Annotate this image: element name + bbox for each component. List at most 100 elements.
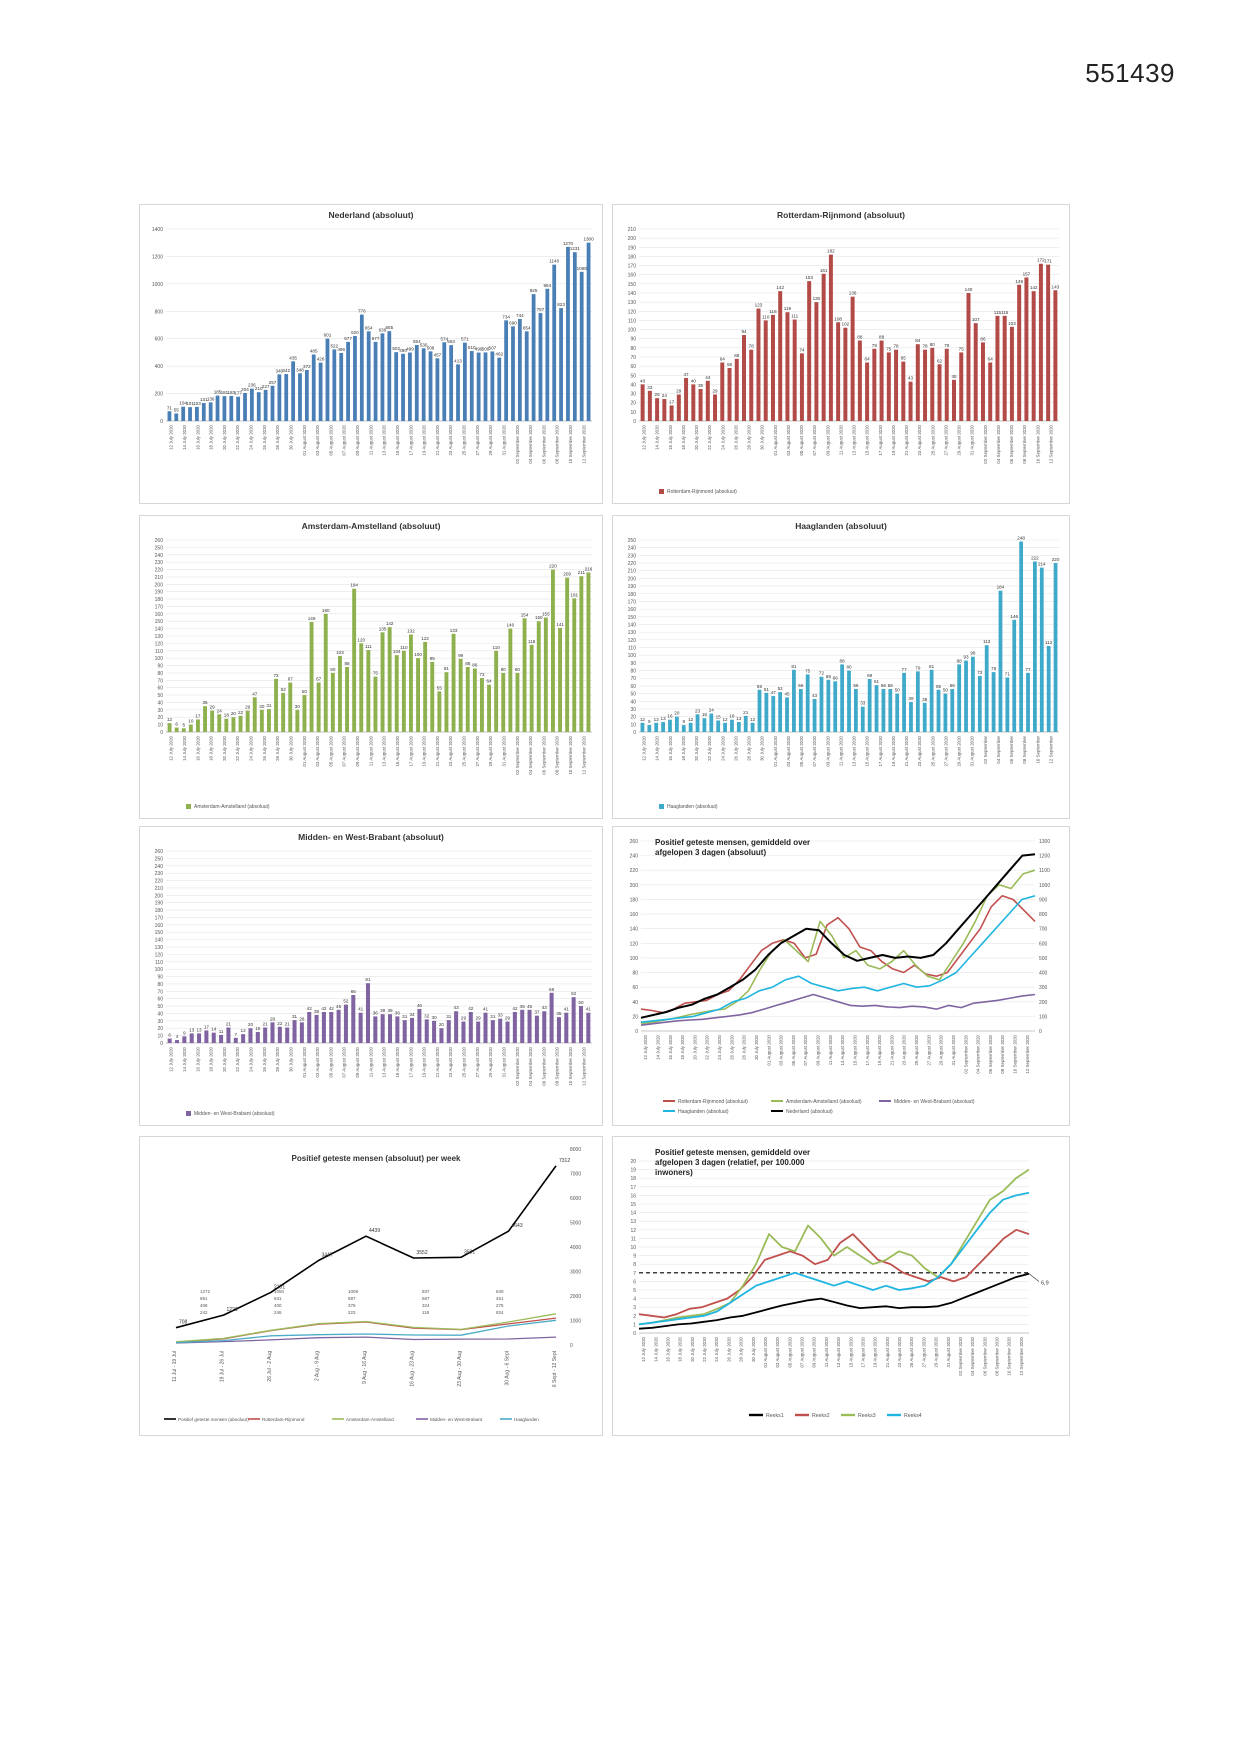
x-tick-label: 12 July 2020 <box>642 735 647 760</box>
bar <box>238 715 243 732</box>
legend-label: Reeks3 <box>858 1413 876 1419</box>
data-label: 50 <box>578 1000 584 1005</box>
data-label: 17 <box>204 1024 210 1029</box>
data-label: 141 <box>556 622 564 627</box>
x-tick-label: 22 July 2020 <box>235 1046 240 1071</box>
bar <box>401 353 405 421</box>
data-label: 457 <box>434 352 442 357</box>
legend-label: Haaglanden <box>514 1417 539 1422</box>
data-label: 32 <box>424 1013 430 1018</box>
x-tick-label: 12 July 2020 <box>643 1034 648 1059</box>
bar <box>387 1014 393 1043</box>
bar <box>847 670 851 732</box>
y-tick-label: 120 <box>628 638 637 644</box>
data-label: 50 <box>943 688 949 693</box>
annotation-label: 6,9 <box>1041 1281 1049 1287</box>
x-tick-label: 12 July 2020 <box>169 424 174 449</box>
data-label: 71 <box>167 405 173 410</box>
data-label: 68 <box>734 353 740 358</box>
y-tick-label: 110 <box>628 318 636 324</box>
bar <box>743 715 748 732</box>
x-tick-label: 12 September 2020 <box>581 735 586 774</box>
bar <box>1002 315 1007 421</box>
x-tick-label: 14 July 2020 <box>182 1046 187 1071</box>
y-tick-label: 0 <box>160 730 163 736</box>
x-tick-label: 13 August 2020 <box>382 424 387 455</box>
series-line <box>638 1168 1030 1326</box>
x-tick-label: 25 August 2020 <box>909 1336 914 1367</box>
bar <box>288 682 293 732</box>
bar <box>285 1027 290 1043</box>
bar <box>549 992 554 1043</box>
bar <box>709 713 714 732</box>
data-label: 210 <box>255 386 263 391</box>
x-tick-label: 16 July 2020 <box>665 1336 670 1361</box>
x-tick-label: 07 August 2020 <box>803 1034 808 1065</box>
y-tick-label: 110 <box>155 960 163 966</box>
legend-label: Amsterdam-Amstelland (absoluut) <box>194 804 270 810</box>
data-label: 21 <box>743 710 749 715</box>
legend-label: Reeks2 <box>812 1413 830 1419</box>
x-tick-label: 13 August 2020 <box>840 1034 845 1065</box>
bar <box>353 335 357 421</box>
x-tick-label: 08 September 2020 <box>995 1336 1000 1375</box>
bar <box>522 618 527 732</box>
x-tick-label: 25 August 2020 <box>462 735 467 766</box>
legend-label: Nederland (absoluut) <box>786 1109 833 1115</box>
bar <box>676 394 681 421</box>
data-label: 20 <box>439 1022 445 1027</box>
bar <box>785 697 789 732</box>
y-tick-label: 60 <box>630 684 636 690</box>
y2-tick-label: 500 <box>1039 956 1048 962</box>
legend-swatch <box>186 1111 191 1116</box>
bar <box>1026 672 1030 732</box>
data-label: 12 <box>640 717 646 722</box>
bar <box>749 349 754 421</box>
legend-label: Reeks1 <box>766 1413 784 1419</box>
x-tick-label: 19 August 2020 <box>877 1034 882 1065</box>
x-tick-label: 11 August 2020 <box>824 1336 829 1367</box>
bar <box>908 381 913 421</box>
data-label: 154 <box>521 612 529 617</box>
y-tick-label: 1 <box>633 1322 636 1328</box>
bar <box>923 349 928 421</box>
y-tick-label: 11 <box>631 1236 636 1242</box>
x-tick-label: 05 August 2020 <box>328 424 333 455</box>
data-label: 744 <box>516 313 524 318</box>
bar <box>1024 277 1029 421</box>
x-tick-label: 28 July 2020 <box>275 1046 280 1071</box>
y-tick-label: 200 <box>155 893 164 899</box>
y-tick-label: 8 <box>633 1262 636 1268</box>
data-label: 58 <box>727 362 733 367</box>
data-label: 214 <box>1038 562 1046 567</box>
bar <box>416 658 421 732</box>
y-tick-label: 1200 <box>152 254 163 260</box>
series-line <box>175 1165 557 1329</box>
data-label: 31 <box>266 703 272 708</box>
legend-label: Midden- en West-Brabant (absoluut) <box>194 1111 275 1117</box>
bar <box>984 645 989 732</box>
bar <box>971 656 975 732</box>
bar <box>1053 563 1058 732</box>
bar <box>720 362 725 421</box>
bar <box>435 358 440 421</box>
data-label: 1272 <box>200 1289 211 1294</box>
bar <box>770 314 775 421</box>
data-label: 10 <box>188 719 194 724</box>
x-tick-label: 18 July 2020 <box>681 735 686 760</box>
data-label: 43 <box>542 1005 548 1010</box>
data-label: 236 <box>248 383 256 388</box>
data-label: 93 <box>963 655 969 660</box>
bar <box>559 308 563 421</box>
bar <box>249 388 254 421</box>
x-tick-label: 21 August 2020 <box>435 735 440 766</box>
data-label: 46 <box>417 1003 423 1008</box>
y-tick-label: 6000 <box>570 1196 581 1202</box>
series-line <box>175 1336 557 1344</box>
bar <box>821 273 826 421</box>
data-label: 131 <box>200 397 208 402</box>
bar <box>325 338 330 421</box>
x-tick-label: 31 August 2020 <box>970 424 975 455</box>
bar <box>428 351 433 421</box>
legend-label: Positief geteste mensen (absoluut) <box>178 1417 249 1422</box>
